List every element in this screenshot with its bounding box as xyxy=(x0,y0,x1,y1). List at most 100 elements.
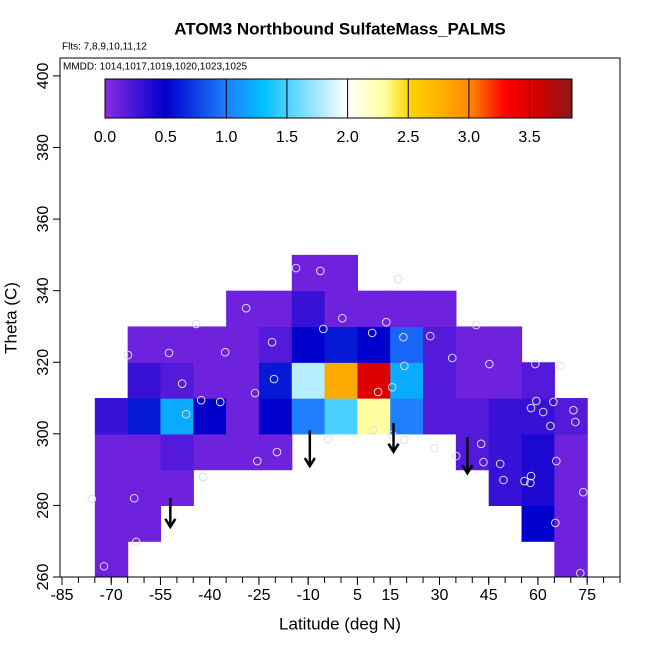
heatmap-cell xyxy=(127,433,162,471)
heatmap-cell xyxy=(521,505,555,542)
heatmap-cell xyxy=(455,326,490,363)
x-tick-label: 75 xyxy=(578,587,596,604)
x-tick-label: 5 xyxy=(353,587,362,604)
sample-point xyxy=(99,561,109,571)
heatmap-cell xyxy=(455,398,490,435)
colorbar-tick-label: 1.0 xyxy=(215,129,237,146)
sample-point xyxy=(538,407,548,417)
heatmap-cell xyxy=(390,326,424,363)
heatmap-cell xyxy=(226,433,260,471)
arrow-head xyxy=(303,457,316,469)
heatmap-cell xyxy=(324,362,359,399)
heatmap-cell xyxy=(258,362,293,399)
sample-point xyxy=(571,417,580,427)
sample-point xyxy=(198,472,208,482)
heatmap-cell xyxy=(193,433,227,471)
heatmap-cell xyxy=(291,362,326,399)
sample-point xyxy=(338,313,347,323)
sample-point xyxy=(400,435,409,445)
heatmap-cell xyxy=(357,326,391,363)
y-tick-label: 380 xyxy=(35,134,52,161)
heatmap-cell xyxy=(127,469,162,507)
heatmap-cell xyxy=(160,433,194,471)
x-tick-label: -70 xyxy=(100,587,123,604)
sample-point xyxy=(191,319,201,329)
x-tick-label: -10 xyxy=(297,587,320,604)
sample-point xyxy=(368,425,378,435)
sample-point xyxy=(393,274,403,284)
heatmap-cell xyxy=(324,398,359,435)
sample-point xyxy=(272,447,282,457)
heatmap-cell xyxy=(521,469,555,507)
heatmap-cell xyxy=(455,433,490,471)
y-tick-label: 260 xyxy=(35,564,52,591)
heatmap-cell xyxy=(390,398,424,435)
sample-point xyxy=(241,303,251,313)
arrow-head xyxy=(461,464,474,476)
sample-point xyxy=(215,397,225,407)
heatmap-cell xyxy=(455,362,490,399)
sample-point xyxy=(291,263,301,273)
sample-point xyxy=(250,388,260,398)
heatmap-cell xyxy=(226,362,260,399)
sample-point xyxy=(399,332,408,342)
sample-point xyxy=(196,395,206,405)
sample-point xyxy=(387,382,397,392)
heatmap-cell xyxy=(94,398,129,435)
sample-point xyxy=(552,456,561,466)
x-tick-label: 15 xyxy=(381,587,399,604)
heatmap-cell xyxy=(94,505,129,542)
sample-point xyxy=(269,374,279,384)
heatmap-cell xyxy=(127,326,162,363)
sample-point xyxy=(400,361,409,371)
heatmap-cell xyxy=(291,398,326,435)
x-tick-label: -85 xyxy=(50,587,73,604)
plot-frame xyxy=(59,57,621,578)
heatmap-cell xyxy=(127,362,162,399)
heatmap-cell xyxy=(324,254,359,292)
x-axis-label: Latitude (deg N) xyxy=(279,614,401,633)
sample-point xyxy=(520,476,529,486)
annotation: MMDD: 1014,1017,1019,1020,1023,1025 xyxy=(63,62,247,73)
heatmap-cell xyxy=(521,433,555,471)
heatmap-cell xyxy=(160,326,194,363)
x-tick-label: -40 xyxy=(198,587,221,604)
sample-point xyxy=(447,353,457,363)
sample-point xyxy=(476,439,486,449)
sample-point xyxy=(578,487,588,497)
heatmap-cell xyxy=(291,290,326,328)
sample-point xyxy=(549,397,558,407)
heatmap-cell xyxy=(554,541,588,577)
heatmap-cell xyxy=(127,398,162,435)
heatmap-cell xyxy=(94,469,129,507)
heatmap-cell xyxy=(554,398,588,435)
heatmap-cell xyxy=(127,505,162,542)
heatmap-cell xyxy=(160,398,194,435)
annotation: Flts: 7,8,9,10,11,12 xyxy=(62,42,147,53)
heatmap-cell xyxy=(357,290,391,328)
colorbar-tick-label: 0.5 xyxy=(155,129,177,146)
heatmap xyxy=(94,254,588,577)
heatmap-cell xyxy=(423,398,457,435)
heatmap-cell xyxy=(94,433,129,471)
sample-point xyxy=(526,471,536,481)
sample-point xyxy=(267,337,277,347)
x-tick-label: -55 xyxy=(149,587,172,604)
sample-point xyxy=(123,350,133,360)
heatmap-cell xyxy=(554,433,588,471)
y-tick-label: 300 xyxy=(35,420,52,447)
sample-point xyxy=(551,518,560,528)
sample-point xyxy=(387,430,397,440)
heatmap-cell xyxy=(258,290,293,328)
heatmap-cell xyxy=(160,362,194,399)
sample-point xyxy=(495,459,505,469)
heatmap-cell xyxy=(357,398,391,435)
sample-point xyxy=(526,478,535,488)
heatmap-cell xyxy=(423,326,457,363)
heatmap-cell xyxy=(488,469,523,507)
sample-point xyxy=(87,494,97,504)
y-tick-label: 340 xyxy=(35,277,52,304)
sample-point xyxy=(129,493,139,503)
sample-point xyxy=(555,361,565,371)
